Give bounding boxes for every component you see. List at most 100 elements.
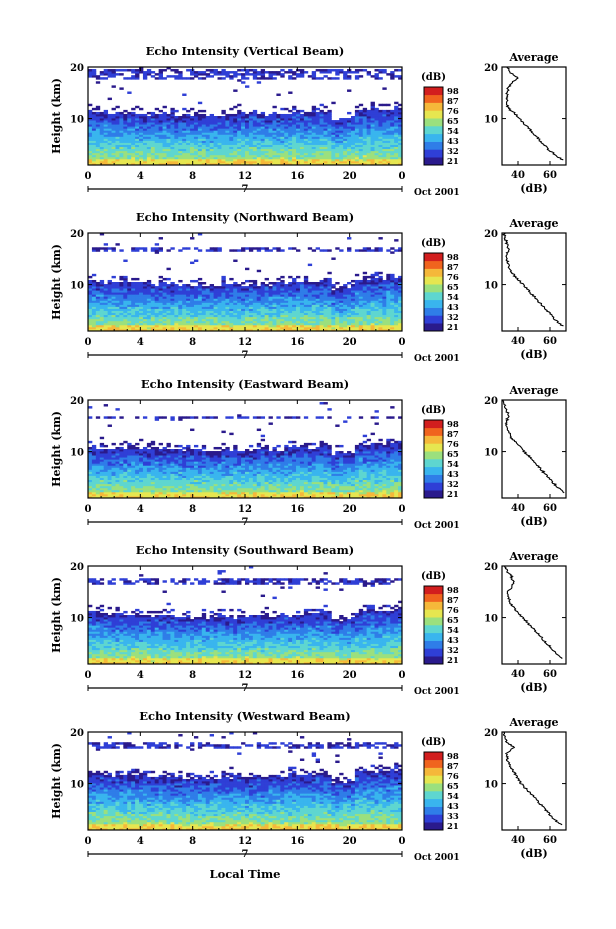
- heatmap-cell: [362, 120, 368, 123]
- heatmap-cell: [331, 134, 336, 137]
- heatmap-cell: [146, 152, 152, 156]
- heatmap-cell: [272, 146, 277, 150]
- heatmap-cell: [209, 322, 215, 326]
- heatmap-cell: [135, 320, 140, 324]
- heatmap-cell: [233, 156, 238, 160]
- heatmap-cell: [150, 306, 156, 309]
- heatmap-cell: [252, 142, 258, 145]
- heatmap-cell: [139, 306, 144, 309]
- heatmap-cell: [386, 148, 391, 152]
- heatmap-cell: [213, 328, 218, 332]
- heatmap-cell: [374, 130, 379, 133]
- average-x-tick-label: 40: [511, 170, 525, 181]
- heatmap-cell: [260, 302, 266, 305]
- heatmap-cell: [103, 247, 109, 250]
- heatmap-cell: [135, 150, 140, 154]
- heatmap-cell: [390, 251, 395, 254]
- heatmap-cell: [186, 300, 191, 303]
- heatmap-cell: [221, 275, 226, 279]
- heatmap-cell: [150, 308, 156, 311]
- heatmap-cell: [150, 312, 156, 316]
- heatmap-cell: [280, 124, 285, 127]
- heatmap-cell: [158, 124, 163, 127]
- heatmap-cell: [350, 158, 356, 162]
- heatmap-cell: [95, 158, 101, 162]
- heatmap-cell: [229, 312, 234, 316]
- heatmap-cell: [358, 158, 364, 162]
- heatmap-cell: [162, 69, 167, 72]
- heatmap-cell: [213, 140, 218, 143]
- heatmap-cell: [323, 122, 328, 125]
- heatmap-cell: [142, 126, 148, 129]
- heatmap-cell: [245, 136, 250, 139]
- heatmap-cell: [217, 318, 222, 322]
- heatmap-cell: [107, 282, 112, 285]
- heatmap-cell: [311, 71, 317, 74]
- heatmap-cell: [99, 312, 105, 316]
- heatmap-cell: [209, 148, 215, 152]
- heatmap-cell: [88, 284, 93, 287]
- heatmap-cell: [205, 322, 211, 326]
- heatmap-cell: [248, 142, 254, 145]
- heatmap-cell: [284, 120, 289, 123]
- heatmap-cell: [127, 282, 132, 285]
- heatmap-cell: [280, 132, 285, 135]
- heatmap-cell: [370, 249, 375, 252]
- heatmap-cell: [241, 81, 246, 84]
- heatmap-cell: [303, 120, 309, 123]
- heatmap-cell: [170, 116, 175, 119]
- heatmap-cell: [354, 156, 360, 160]
- heatmap-cell: [241, 302, 246, 305]
- heatmap-cell: [229, 324, 234, 328]
- heatmap-cell: [201, 130, 207, 133]
- heatmap-cell: [166, 140, 171, 143]
- heatmap-cell: [158, 284, 163, 287]
- heatmap-cell: [190, 156, 195, 160]
- heatmap-cell: [217, 288, 222, 291]
- heatmap-cell: [237, 284, 242, 287]
- heatmap-cell: [209, 288, 215, 291]
- heatmap-cell: [237, 316, 242, 320]
- heatmap-cell: [162, 306, 167, 309]
- heatmap-cell: [315, 113, 320, 117]
- heatmap-cell: [182, 288, 187, 291]
- heatmap-cell: [299, 134, 305, 137]
- heatmap-cell: [139, 132, 144, 135]
- heatmap-cell: [276, 120, 281, 123]
- heatmap-cell: [288, 71, 293, 74]
- heatmap-cell: [209, 318, 215, 322]
- heatmap-cell: [174, 310, 179, 314]
- heatmap-cell: [374, 107, 379, 111]
- heatmap-cell: [201, 160, 207, 164]
- heatmap-cell: [339, 128, 344, 131]
- heatmap-cell: [91, 75, 97, 78]
- heatmap-cell: [398, 126, 403, 129]
- heatmap-cell: [299, 148, 305, 152]
- heatmap-cell: [201, 128, 207, 131]
- heatmap-cell: [213, 134, 218, 137]
- heatmap-cell: [362, 150, 368, 154]
- heatmap-cell: [119, 118, 124, 121]
- heatmap-cell: [248, 302, 254, 305]
- colorbar-swatch: [424, 307, 443, 316]
- heatmap-cell: [276, 162, 281, 166]
- heatmap-cell: [142, 75, 148, 78]
- heatmap-cell: [248, 118, 254, 121]
- heatmap-cell: [139, 300, 144, 303]
- heatmap-cell: [91, 160, 97, 164]
- heatmap-cell: [256, 77, 262, 80]
- heatmap-cell: [158, 73, 163, 76]
- heatmap-cell: [213, 142, 218, 145]
- heatmap-cell: [197, 324, 203, 328]
- heatmap-cell: [115, 152, 120, 156]
- heatmap-cell: [88, 150, 93, 154]
- heatmap-cell: [209, 316, 215, 320]
- heatmap-cell: [331, 146, 336, 150]
- heatmap-cell: [127, 286, 132, 289]
- heatmap-cell: [111, 152, 116, 156]
- heatmap-cell: [139, 154, 144, 158]
- heatmap-cell: [131, 144, 136, 148]
- heatmap-cell: [347, 237, 352, 240]
- heatmap-cell: [390, 126, 395, 129]
- heatmap-cell: [323, 113, 328, 117]
